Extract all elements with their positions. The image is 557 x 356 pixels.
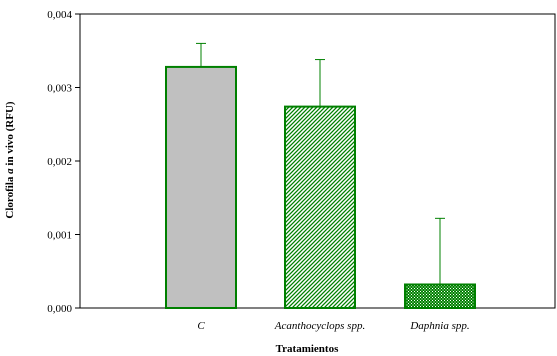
y-axis-title-part: Clorofila (4, 174, 16, 219)
bar-0 (165, 65, 237, 309)
x-tick-label: Daphnia spp. (409, 320, 469, 332)
bars (165, 65, 476, 310)
y-axis: 0,000 0,001 0,002 0,003 0,004 (47, 9, 80, 315)
x-tick-label: C (197, 320, 205, 332)
y-tick-label: 0,000 (47, 303, 72, 315)
y-tick-label: 0,001 (47, 230, 72, 242)
y-tick-label: 0,002 (47, 156, 72, 168)
bar-2 (404, 283, 476, 310)
y-axis-title: Clorofila a in vivo (RFU) (4, 101, 16, 218)
y-tick-label: 0,004 (47, 9, 72, 21)
y-tick-label: 0,003 (47, 83, 72, 95)
error-bars (196, 42, 445, 285)
y-axis-title-part: a (4, 168, 16, 174)
x-axis: C Acanthocyclops spp. Daphnia spp. (197, 320, 469, 332)
x-tick-label: Acanthocyclops spp. (274, 320, 365, 332)
y-axis-title-part: in vivo (RFU) (4, 101, 16, 168)
x-axis-title: Tratamientos (276, 343, 339, 355)
bar-1 (284, 105, 356, 309)
